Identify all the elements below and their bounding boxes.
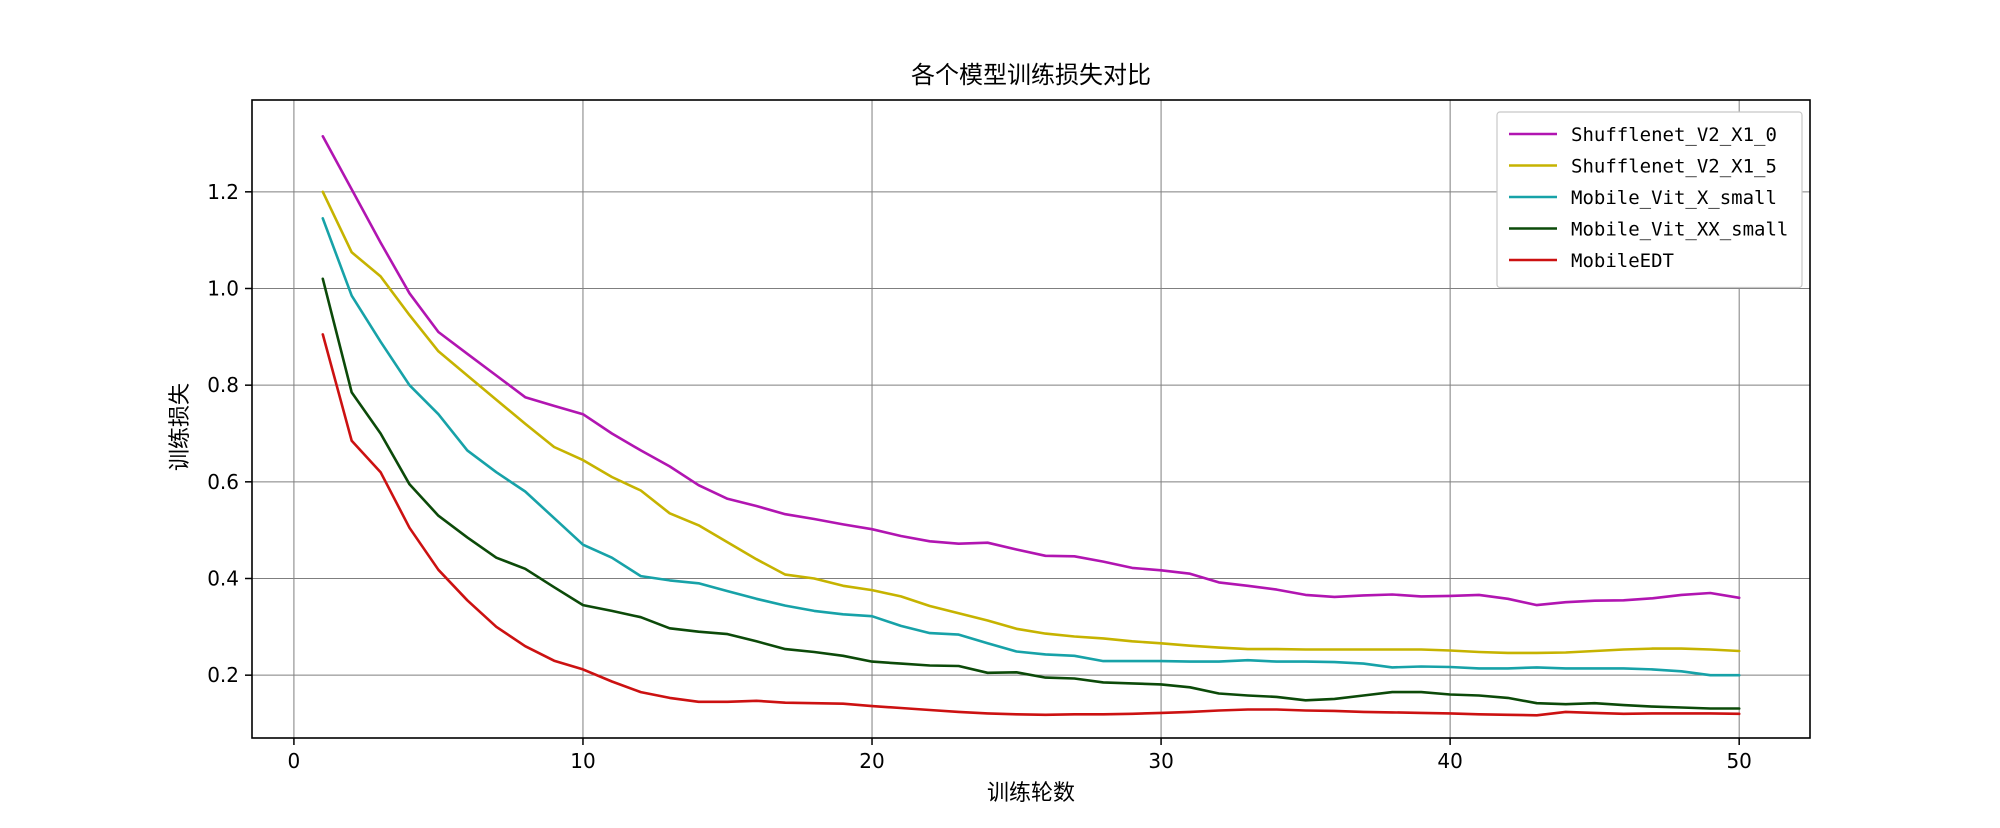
series-line-mobile-vit-x-small xyxy=(321,217,1741,677)
legend: Shufflenet_V2_X1_0 Shufflenet_V2_X1_5 Mobi… xyxy=(1496,111,1803,289)
x-tick-label: 20 xyxy=(859,749,884,773)
legend-label: Shufflenet_V2_X1_5 xyxy=(1571,156,1777,178)
series-line-shufflenet-v2-x1-5 xyxy=(321,190,1741,655)
legend-label: MobileEDT xyxy=(1571,250,1674,272)
series-line-mobileedt xyxy=(321,333,1741,717)
y-tick-label: 0.2 xyxy=(207,663,239,687)
x-tick-label: 50 xyxy=(1726,749,1751,773)
legend-box xyxy=(1496,111,1803,289)
x-tick-label: 10 xyxy=(570,749,595,773)
plot-frame xyxy=(251,99,1811,739)
x-tick-label: 0 xyxy=(288,749,301,773)
legend-label: Shufflenet_V2_X1_0 xyxy=(1571,124,1777,146)
x-tick-label: 30 xyxy=(1148,749,1173,773)
y-tick-label: 0.6 xyxy=(207,470,239,494)
legend-label: Mobile_Vit_X_small xyxy=(1571,187,1777,209)
y-axis-label: 训练损失 xyxy=(168,383,193,471)
x-tick-label: 40 xyxy=(1437,749,1462,773)
series-line-mobile-vit-xx-small xyxy=(321,277,1741,710)
y-tick-label: 1.2 xyxy=(207,180,239,204)
series-line-shufflenet-v2-x1-0 xyxy=(321,135,1741,607)
axis-ticks: 0 10 20 30 40 50 0.2 0.4 0.6 0.8 1.0 1.2 xyxy=(207,180,1752,773)
y-tick-label: 0.4 xyxy=(207,567,239,591)
x-axis-label: 训练轮数 xyxy=(987,781,1075,806)
y-tick-label: 0.8 xyxy=(207,373,239,397)
series-lines xyxy=(321,135,1741,717)
chart-title: 各个模型训练损失对比 xyxy=(911,61,1151,89)
legend-label: Mobile_Vit_XX_small xyxy=(1571,219,1788,241)
y-tick-label: 1.0 xyxy=(207,277,239,301)
